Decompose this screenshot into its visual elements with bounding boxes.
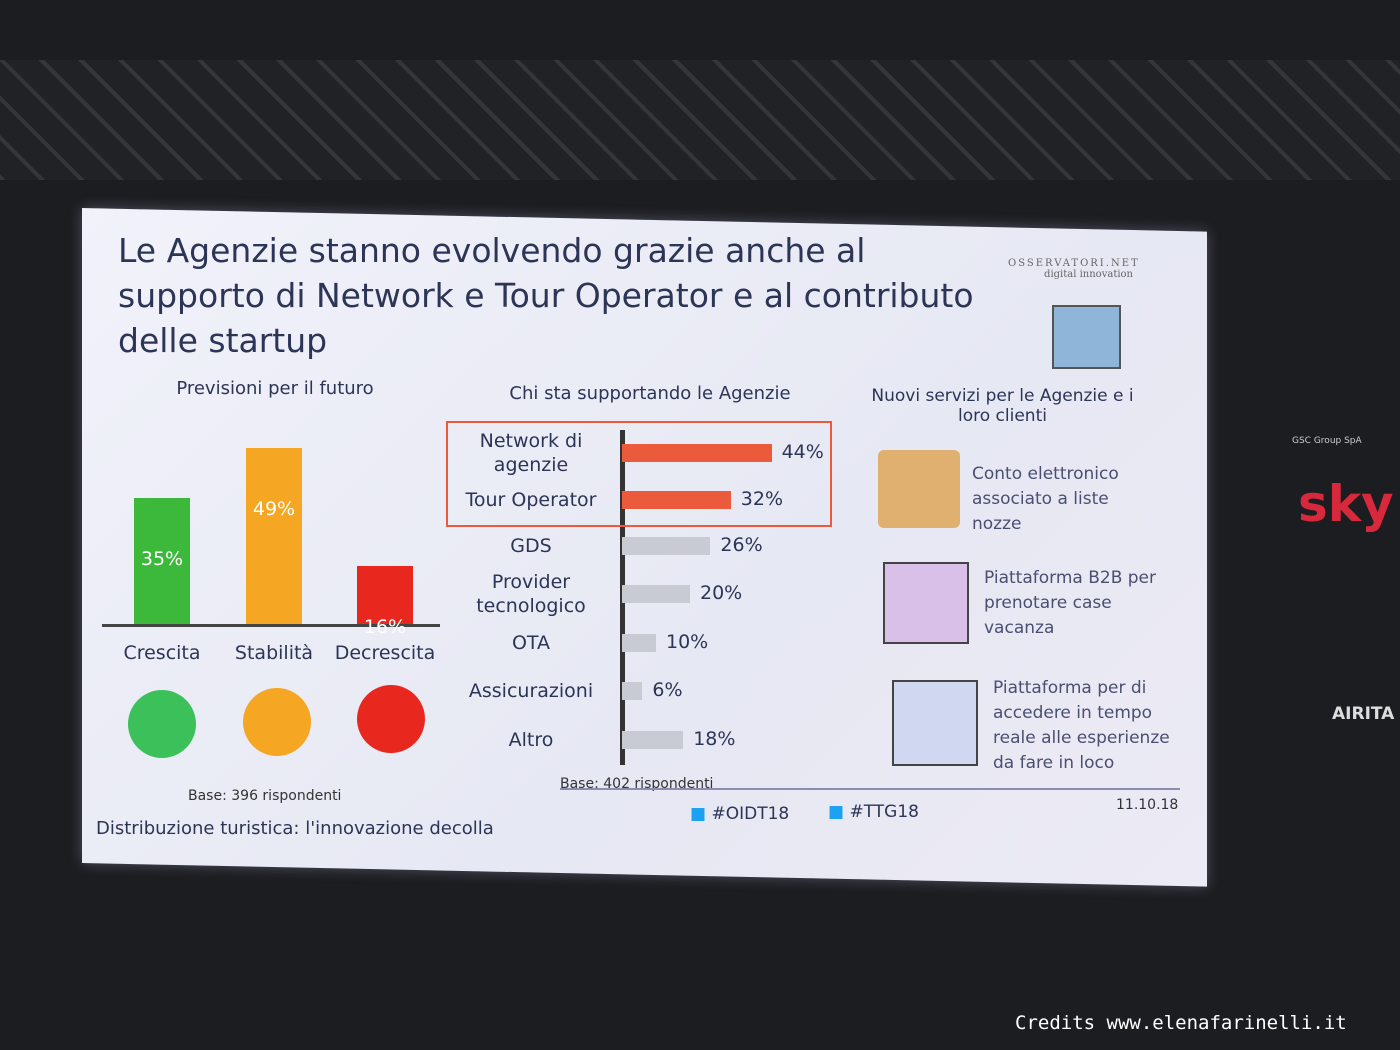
- y-tick-label: Tour Operator: [465, 489, 597, 511]
- logo-name: OSSERVATORI.NET: [1008, 258, 1140, 269]
- hashtag: ■ #TTG18: [828, 802, 919, 822]
- bar: [246, 447, 302, 624]
- value-label: 10%: [666, 631, 709, 653]
- y-tick-label: Altro: [508, 729, 554, 751]
- hashtag: ■ #OIDT18: [690, 804, 790, 824]
- value-label: 26%: [720, 534, 763, 556]
- truss: [0, 60, 1400, 180]
- service-icon: [892, 680, 978, 766]
- service: Piattaforma per di accedere in tempo rea…: [993, 678, 1170, 773]
- y-tick-label: Provider tecnologico: [476, 571, 586, 617]
- value-label: 49%: [252, 497, 296, 520]
- shop-icon: [1052, 305, 1121, 369]
- service-icon: [878, 450, 960, 528]
- bar: [622, 537, 711, 555]
- bar: [622, 731, 684, 749]
- service: Conto elettronico associato a liste nozz…: [972, 464, 1119, 534]
- bar: [622, 444, 772, 462]
- bar: [622, 634, 656, 652]
- axis: [102, 624, 440, 627]
- smiley: [243, 688, 311, 756]
- rule: [560, 788, 1180, 790]
- bar: [357, 566, 413, 624]
- sponsor: GSC Group SpA: [1292, 436, 1362, 446]
- smiley: [357, 685, 425, 753]
- chart-title: Previsioni per il futuro: [176, 378, 374, 399]
- value-label: 6%: [652, 679, 683, 701]
- caption: Distribuzione turistica: l'innovazione d…: [96, 818, 494, 839]
- x-tick-label: Decrescita: [334, 642, 436, 664]
- note: Base: 396 rispondenti: [188, 788, 342, 804]
- y-tick-label: GDS: [510, 535, 552, 557]
- logo: OSSERVATORI.NET digital innovation: [1008, 258, 1140, 280]
- bar: [134, 498, 190, 624]
- credits: Credits www.elenafarinelli.it: [1015, 1012, 1347, 1034]
- hashtag-text: #TTG18: [849, 802, 919, 822]
- sponsor: AIRITA: [1332, 704, 1395, 724]
- value-label: 32%: [740, 488, 784, 510]
- value-label: 16%: [363, 616, 407, 639]
- smiley: [128, 690, 196, 758]
- sponsor: sky: [1298, 475, 1394, 533]
- bar: [622, 682, 643, 700]
- value-label: 35%: [140, 548, 184, 570]
- bar: [622, 585, 690, 603]
- services-title: Nuovi servizi per le Agenzie e i loro cl…: [871, 386, 1134, 426]
- logo-tagline: digital innovation: [1044, 269, 1133, 280]
- value-label: 44%: [781, 441, 824, 463]
- x-tick-label: Stabilità: [234, 642, 314, 664]
- service-icon: [883, 562, 969, 644]
- chart-title: Chi sta supportando le Agenzie: [509, 383, 791, 404]
- value-label: 20%: [700, 582, 743, 604]
- date: 11.10.18: [1116, 797, 1179, 813]
- hashtag-text: #OIDT18: [711, 804, 790, 824]
- x-tick-label: Crescita: [123, 642, 201, 664]
- bar: [622, 491, 731, 509]
- service: Piattaforma B2B per prenotare case vacan…: [984, 568, 1157, 638]
- value-label: 18%: [693, 728, 736, 750]
- y-tick-label: Assicurazioni: [468, 680, 594, 702]
- highlight-box: [446, 421, 832, 527]
- slide-title: Le Agenzie stanno evolvendo grazie anche…: [118, 231, 974, 360]
- y-tick-label: OTA: [511, 632, 551, 654]
- y-tick-label: Network di agenzie: [479, 430, 583, 476]
